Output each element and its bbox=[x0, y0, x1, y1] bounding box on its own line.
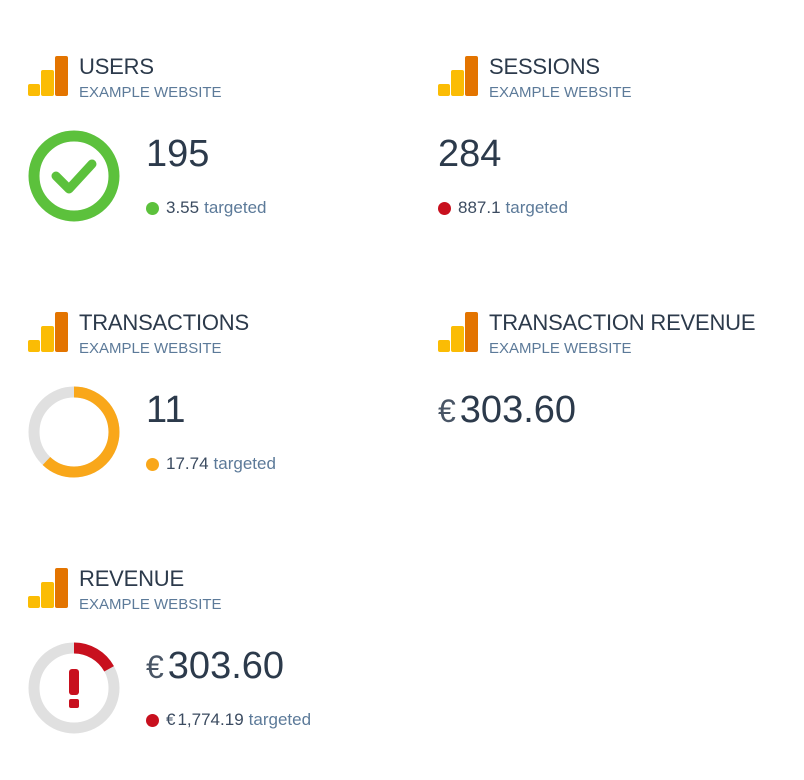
metric-value: 284 bbox=[438, 133, 502, 175]
target-value: 17.74 bbox=[166, 454, 209, 473]
widget-subtitle: EXAMPLE WEBSITE bbox=[489, 84, 632, 101]
metric-value: €303.60 bbox=[438, 388, 576, 433]
widget-title: REVENUE bbox=[79, 566, 184, 591]
google-analytics-logo-icon bbox=[438, 312, 478, 352]
metric-amount: 303.60 bbox=[167, 645, 285, 687]
status-dot bbox=[146, 713, 159, 727]
target-line: 887.1 targeted bbox=[438, 198, 568, 218]
exclamation-icon bbox=[69, 669, 79, 708]
widget-title: TRANSACTIONS bbox=[79, 310, 249, 335]
status-dot bbox=[146, 201, 159, 215]
transactions-widget[interactable]: TRANSACTIONS EXAMPLE WEBSITE 11 17.74 ta… bbox=[28, 308, 398, 508]
currency-symbol: € bbox=[438, 393, 456, 429]
users-widget[interactable]: USERS EXAMPLE WEBSITE 195 3.55 targeted bbox=[28, 52, 398, 252]
progress-arc bbox=[28, 386, 120, 478]
google-analytics-logo-icon bbox=[28, 56, 68, 96]
target-line: € 1,774.19 targeted bbox=[146, 710, 311, 730]
target-label: targeted bbox=[204, 198, 267, 217]
widget-subtitle: EXAMPLE WEBSITE bbox=[79, 340, 222, 357]
widget-subtitle: EXAMPLE WEBSITE bbox=[79, 84, 222, 101]
target-label: targeted bbox=[213, 454, 276, 473]
target-label: targeted bbox=[505, 198, 568, 217]
checkmark-icon bbox=[51, 159, 97, 194]
progress-ring bbox=[28, 386, 120, 478]
widget-title: SESSIONS bbox=[489, 54, 600, 79]
metric-value: €303.60 bbox=[146, 644, 284, 689]
google-analytics-logo-icon bbox=[28, 568, 68, 608]
status-dot bbox=[438, 201, 451, 215]
sessions-widget[interactable]: SESSIONS EXAMPLE WEBSITE 284 887.1 targe… bbox=[438, 52, 804, 252]
widget-title: TRANSACTION REVENUE bbox=[489, 310, 756, 335]
target-label: targeted bbox=[248, 710, 312, 729]
widget-subtitle: EXAMPLE WEBSITE bbox=[79, 596, 222, 613]
widget-title: USERS bbox=[79, 54, 154, 79]
metric-value: 195 bbox=[146, 133, 210, 175]
progress-ring bbox=[28, 130, 120, 222]
progress-arc bbox=[28, 642, 120, 734]
status-dot bbox=[146, 457, 159, 471]
metric-amount: 303.60 bbox=[459, 389, 577, 431]
currency-symbol: € bbox=[146, 649, 164, 685]
revenue-widget[interactable]: REVENUE EXAMPLE WEBSITE €303.60 € 1,774.… bbox=[28, 564, 398, 764]
target-currency: € bbox=[166, 710, 176, 729]
target-line: 3.55 targeted bbox=[146, 198, 266, 218]
progress-ring bbox=[28, 642, 120, 734]
target-value: 3.55 bbox=[166, 198, 200, 217]
target-line: 17.74 targeted bbox=[146, 454, 276, 474]
target-value: 1,774.19 bbox=[177, 710, 244, 729]
google-analytics-logo-icon bbox=[28, 312, 68, 352]
google-analytics-logo-icon bbox=[438, 56, 478, 96]
transaction-revenue-widget[interactable]: TRANSACTION REVENUE EXAMPLE WEBSITE €303… bbox=[438, 308, 804, 508]
metric-value: 11 bbox=[146, 389, 186, 431]
target-value: 887.1 bbox=[458, 198, 501, 217]
widget-subtitle: EXAMPLE WEBSITE bbox=[489, 340, 632, 357]
